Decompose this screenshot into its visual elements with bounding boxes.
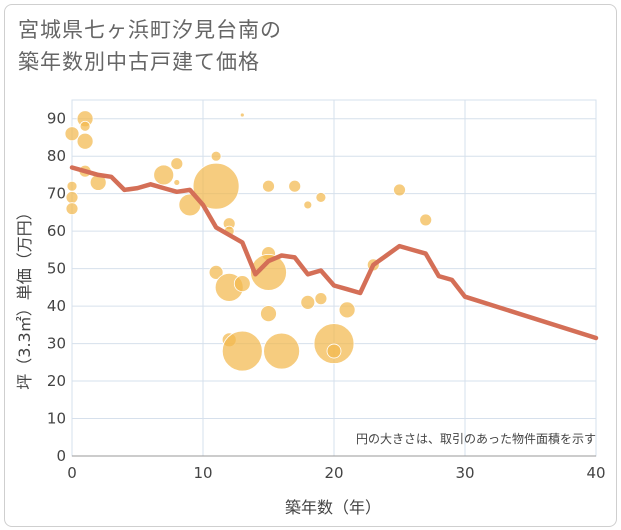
y-tick-label: 50	[47, 260, 66, 278]
bubble-point	[210, 150, 222, 162]
chart-title-line-2: 築年数別中古戸建て価格	[18, 50, 260, 74]
x-tick-label: 0	[67, 464, 77, 482]
y-tick-label: 70	[47, 185, 66, 203]
x-tick-label: 30	[455, 464, 474, 482]
y-tick-label: 90	[47, 110, 66, 128]
bubble-point	[64, 126, 80, 142]
bubble-point	[250, 253, 287, 291]
bubble-point	[419, 213, 433, 227]
bubble-point	[393, 183, 406, 197]
bubble-point	[288, 179, 302, 193]
axes-layer: 0 10 20 30 40 50 60 70 80 90 0 10 20 30 40	[47, 110, 606, 482]
y-axis-label: 坪（3.3㎡）単価（万円）	[15, 204, 34, 389]
chart-frame	[4, 4, 617, 527]
bubble-layer	[64, 110, 433, 372]
bubble-point	[263, 332, 301, 370]
bubble-point	[65, 191, 79, 204]
bubble-point	[260, 305, 277, 323]
bubble-point	[262, 179, 275, 193]
bubble-point	[221, 330, 263, 372]
bubble-point	[153, 164, 175, 186]
chart-title: 宮城県七ヶ浜町汐見台南の 築年数別中古戸建て価格	[18, 14, 282, 78]
bubble-point	[315, 192, 327, 203]
x-tick-label: 40	[586, 464, 605, 482]
x-tick-label: 20	[324, 464, 343, 482]
bubble-point	[303, 200, 313, 210]
bubble-size-note: 円の大きさは、取引のあった物件面積を示す	[356, 431, 596, 446]
average-price-line	[69, 165, 599, 341]
x-tick-label: 10	[193, 464, 212, 482]
bubble-point	[76, 132, 94, 150]
grid-lines	[71, 99, 597, 457]
bubble-point	[326, 343, 342, 359]
bubble-point	[208, 264, 224, 280]
bubble-point	[66, 180, 78, 192]
bubble-point	[79, 120, 91, 132]
chart-title-line-1: 宮城県七ヶ浜町汐見台南の	[18, 18, 282, 42]
y-tick-label: 60	[47, 222, 66, 240]
bubble-point	[170, 157, 184, 171]
y-tick-label: 30	[47, 335, 66, 353]
bubble-point	[233, 275, 251, 293]
x-axis-label: 築年数（年）	[285, 498, 381, 517]
y-tick-label: 10	[47, 410, 66, 428]
bubble-point	[239, 112, 245, 118]
bubble-point	[314, 292, 328, 306]
y-tick-label: 40	[47, 297, 66, 315]
bubble-point	[313, 323, 355, 364]
bubble-point	[65, 202, 79, 216]
bubble-point	[300, 294, 316, 310]
y-tick-label: 20	[47, 372, 66, 390]
line-layer	[69, 165, 599, 341]
y-tick-label: 0	[56, 447, 66, 465]
bubble-point	[338, 301, 356, 319]
y-tick-label: 80	[47, 147, 66, 165]
bubble-point	[192, 162, 240, 210]
bubble-point	[173, 179, 181, 186]
